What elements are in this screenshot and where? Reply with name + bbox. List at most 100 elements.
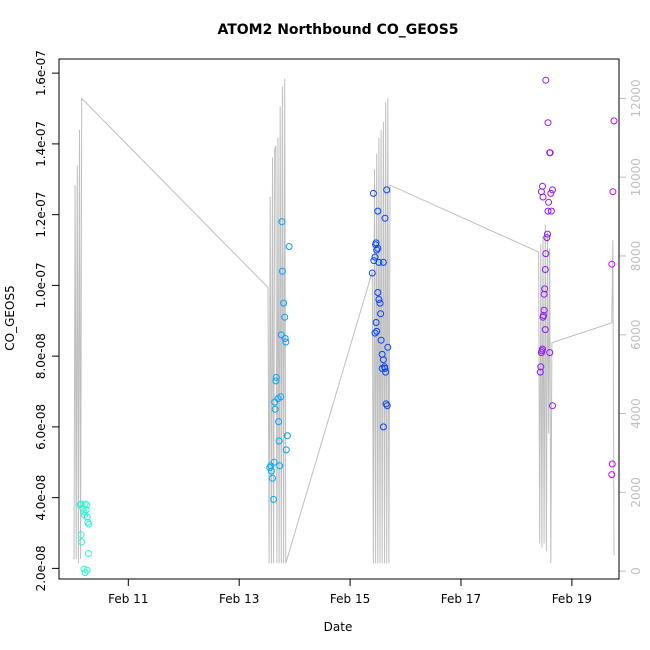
co-point: [540, 306, 548, 314]
y-tick-label: 1.0e-07: [34, 262, 48, 308]
x-tick-label: Feb 11: [108, 592, 148, 606]
co-point: [277, 393, 285, 401]
co-point: [83, 501, 91, 509]
y-tick-label: 1.6e-07: [34, 50, 48, 96]
co-point: [374, 207, 382, 215]
chart-title: ATOM2 Northbound CO_GEOS5: [217, 22, 458, 38]
y2-tick-label: 6000: [629, 319, 643, 350]
co-point: [84, 518, 92, 526]
co-point: [547, 207, 555, 215]
y-tick-label: 1.4e-07: [34, 121, 48, 167]
co-point: [283, 432, 291, 440]
co-point: [372, 319, 380, 326]
co-point: [84, 550, 92, 557]
co-point: [83, 513, 91, 521]
co-point: [80, 565, 88, 573]
co-point: [281, 313, 289, 321]
co-point: [608, 260, 616, 268]
co-point: [82, 506, 90, 514]
co-point: [280, 299, 288, 307]
axes: Feb 11 Feb 13 Feb 15 Feb 17 Feb 19 2.0e-08 4.0…: [34, 50, 643, 606]
co-point: [271, 405, 279, 413]
co-point: [77, 531, 85, 539]
co-point: [541, 326, 549, 334]
y-tick-label: 4.0e-08: [34, 475, 48, 521]
y2-tick-label: 10000: [629, 158, 643, 196]
co-point: [544, 119, 552, 127]
co-point: [85, 520, 93, 528]
co-point: [610, 117, 618, 125]
altitude-series: [73, 78, 615, 564]
co-point: [546, 349, 554, 357]
x-tick-label: Feb 13: [219, 592, 259, 606]
co-point: [541, 285, 549, 293]
co-point: [275, 418, 283, 426]
co-point: [547, 189, 555, 197]
x-axis-title: Date: [324, 620, 353, 634]
co-point: [371, 329, 379, 337]
co-point: [536, 368, 544, 376]
y2-tick-label: 8000: [629, 241, 643, 272]
y-tick-label: 1.2e-07: [34, 192, 48, 238]
co-point: [384, 343, 392, 351]
y2-tick-label: 12000: [629, 79, 643, 117]
co-point: [375, 258, 383, 266]
co-point: [276, 462, 284, 470]
co-point: [539, 193, 547, 201]
co-point: [282, 446, 290, 454]
co-point: [546, 149, 554, 157]
co-point: [374, 289, 382, 296]
co-point: [278, 218, 286, 226]
co-point: [541, 266, 549, 273]
co-point: [540, 290, 548, 298]
co-point: [282, 338, 290, 346]
co-geos5-series: [76, 76, 618, 577]
co-point: [374, 244, 382, 252]
x-tick-label: Feb 19: [552, 592, 592, 606]
co-point: [542, 76, 550, 84]
y2-tick-label: 0: [629, 567, 643, 575]
co-point: [543, 234, 551, 242]
co-point: [270, 458, 278, 466]
co-point: [281, 335, 289, 342]
co-point: [81, 569, 89, 577]
co-point: [373, 246, 381, 254]
co-point: [544, 207, 552, 215]
co-point: [608, 460, 616, 468]
co-point: [266, 464, 274, 472]
co-point: [378, 365, 386, 372]
co-point: [540, 312, 548, 319]
co-point: [278, 267, 286, 275]
y-tick-label: 6.0e-08: [34, 404, 48, 450]
co-point: [373, 327, 381, 335]
x-tick-label: Feb 15: [330, 592, 370, 606]
co-point: [381, 214, 389, 222]
co-point: [381, 365, 389, 372]
co-point: [80, 508, 88, 516]
co-point: [379, 423, 387, 431]
plot-frame: [58, 58, 620, 580]
co-point: [83, 566, 91, 574]
co-point: [382, 400, 390, 408]
co-point: [272, 373, 280, 381]
co-point: [369, 189, 377, 197]
co-point: [269, 474, 276, 482]
co-point: [285, 243, 293, 250]
co-point: [376, 299, 384, 307]
co-point: [267, 467, 275, 475]
co-point: [539, 182, 546, 190]
co-point: [379, 356, 387, 364]
co-point: [377, 310, 385, 318]
y2-tick-label: 2000: [629, 477, 643, 508]
co-point: [549, 402, 556, 410]
x-tick-label: Feb 17: [441, 592, 481, 606]
co-point: [378, 350, 386, 358]
co-point: [275, 437, 283, 445]
co-point: [78, 538, 86, 546]
co-point: [609, 188, 617, 196]
co-point: [383, 186, 391, 194]
co-point: [272, 377, 280, 385]
co-point: [549, 186, 556, 194]
y2-tick-label: 4000: [629, 398, 643, 429]
